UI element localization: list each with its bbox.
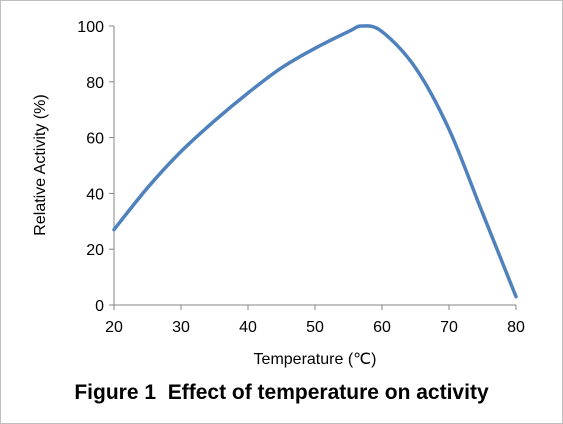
x-tick-label: 70	[440, 319, 458, 336]
x-tick-label: 80	[507, 319, 525, 336]
x-axis-title: Temperature (℃)	[254, 351, 377, 368]
chart-axes	[113, 26, 516, 306]
y-tick-label: 60	[86, 131, 104, 148]
series-line	[112, 24, 518, 299]
x-tick-label: 20	[105, 319, 123, 336]
x-tick-label: 40	[239, 319, 257, 336]
chart-series	[112, 24, 518, 299]
y-tick-label: 100	[77, 19, 104, 36]
x-tick-label: 60	[373, 319, 391, 336]
figure-caption: Figure 1 Effect of temperature on activi…	[74, 381, 489, 404]
x-tick-label: 50	[306, 319, 324, 336]
x-tick-label: 30	[172, 319, 190, 336]
y-tick-label: 80	[86, 75, 104, 92]
y-tick-label: 20	[86, 242, 104, 259]
y-tick-label: 0	[95, 298, 104, 315]
y-axis-title: Relative Activity (%)	[32, 94, 49, 235]
y-tick-label: 40	[86, 186, 104, 203]
